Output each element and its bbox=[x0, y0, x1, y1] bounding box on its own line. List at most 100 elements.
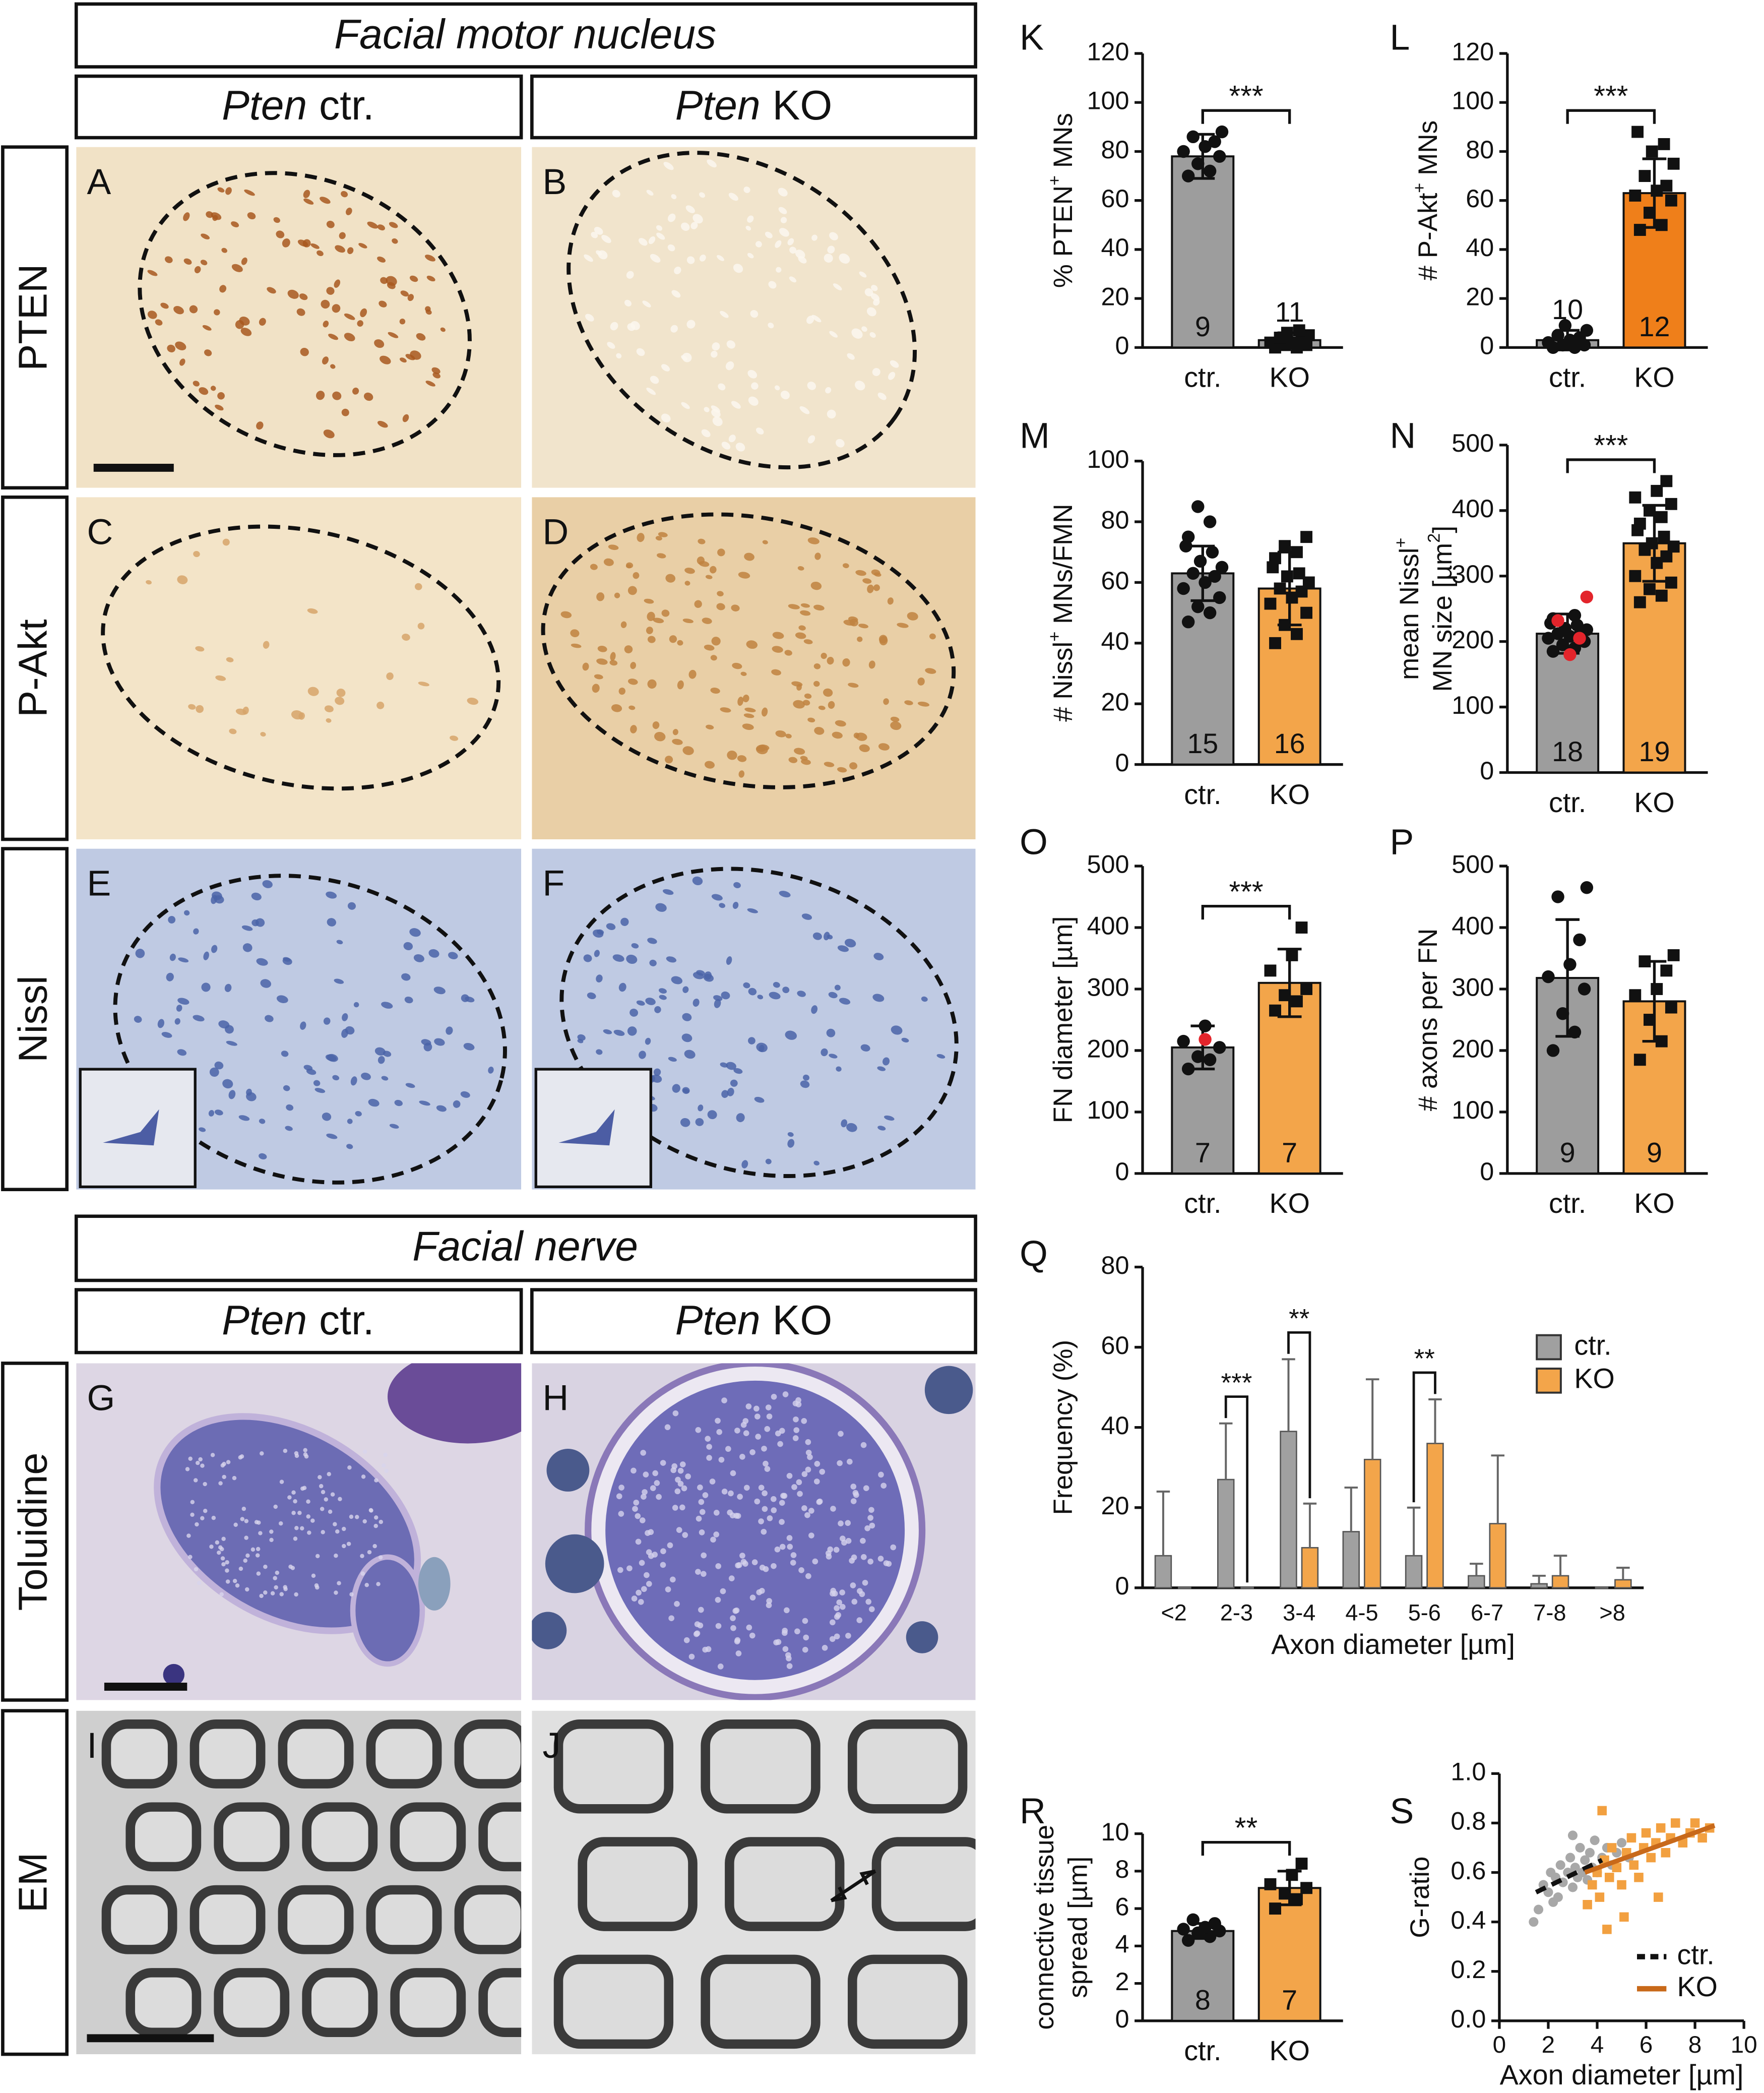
y-tick-label: 0 bbox=[1115, 331, 1129, 360]
myelinated-axon bbox=[214, 1802, 290, 1872]
axon bbox=[303, 1452, 308, 1457]
n-label: 9 bbox=[1195, 311, 1211, 342]
cell bbox=[235, 708, 247, 715]
data-point bbox=[1274, 582, 1286, 595]
cell bbox=[612, 954, 624, 962]
cell bbox=[762, 707, 768, 717]
axon bbox=[376, 1582, 381, 1586]
cell bbox=[228, 1090, 236, 1099]
cell bbox=[682, 352, 692, 362]
cell bbox=[463, 1042, 475, 1051]
cell bbox=[759, 1044, 765, 1052]
cell bbox=[681, 402, 690, 409]
cell bbox=[748, 396, 759, 406]
x-tick-label: 8 bbox=[1688, 2032, 1702, 2058]
micrograph bbox=[76, 1363, 522, 1700]
axon bbox=[734, 1638, 740, 1645]
axon bbox=[786, 1663, 793, 1669]
axon bbox=[243, 1558, 247, 1563]
cell bbox=[727, 750, 737, 760]
axon bbox=[730, 1625, 736, 1631]
cell bbox=[672, 1084, 680, 1093]
axon bbox=[644, 1572, 650, 1578]
cell bbox=[276, 230, 285, 238]
cell bbox=[888, 372, 896, 380]
axon bbox=[702, 1492, 709, 1498]
vessel bbox=[545, 1534, 604, 1593]
cell bbox=[324, 705, 334, 713]
cell bbox=[647, 636, 656, 643]
data-point bbox=[1181, 1934, 1195, 1947]
n-label: 7 bbox=[1195, 1137, 1211, 1168]
axon bbox=[834, 1605, 840, 1611]
label-part: Frequency (%) bbox=[1048, 1340, 1078, 1515]
inset bbox=[79, 1068, 197, 1189]
y-tick-label: 20 bbox=[1466, 282, 1494, 311]
cell bbox=[848, 683, 859, 688]
y-tick-label: 60 bbox=[1101, 566, 1129, 595]
cell bbox=[276, 995, 288, 1004]
axon bbox=[746, 1624, 752, 1631]
axon bbox=[256, 1547, 261, 1552]
cell bbox=[326, 220, 335, 228]
y-tick-label: 0.0 bbox=[1451, 2004, 1486, 2033]
label-part: 2 bbox=[1425, 533, 1444, 543]
axon bbox=[334, 1553, 338, 1558]
data-point bbox=[1607, 1843, 1617, 1853]
micrograph bbox=[532, 497, 976, 840]
axon bbox=[320, 1507, 325, 1511]
axon bbox=[850, 1484, 857, 1490]
cell bbox=[649, 959, 657, 966]
cell bbox=[609, 660, 618, 666]
bar bbox=[1342, 1531, 1360, 1589]
cell bbox=[332, 391, 342, 400]
row-label: P-Akt bbox=[11, 619, 55, 717]
axon bbox=[807, 1454, 813, 1460]
axon bbox=[263, 1590, 268, 1595]
significance-label: ** bbox=[1289, 1304, 1309, 1334]
x-tick-label: <2 bbox=[1161, 1600, 1186, 1626]
cell bbox=[719, 903, 726, 908]
vessel bbox=[924, 1366, 973, 1414]
data-point bbox=[1534, 1904, 1544, 1915]
axon bbox=[832, 1590, 838, 1597]
cell bbox=[434, 1038, 445, 1046]
cell bbox=[827, 656, 834, 665]
cell bbox=[732, 662, 742, 669]
cell bbox=[672, 729, 678, 735]
data-point bbox=[1279, 540, 1291, 552]
cell bbox=[606, 923, 616, 930]
axon bbox=[631, 1467, 637, 1474]
x-tick-label: 5-6 bbox=[1408, 1600, 1441, 1626]
y-tick-label: 0 bbox=[1480, 331, 1494, 360]
cell bbox=[335, 697, 345, 705]
label-part: + bbox=[1045, 632, 1064, 642]
cell bbox=[259, 1153, 267, 1160]
frame bbox=[74, 2, 977, 69]
cell bbox=[798, 625, 806, 631]
axon bbox=[635, 1538, 642, 1545]
cell bbox=[647, 938, 657, 944]
axon bbox=[786, 1655, 792, 1661]
cell bbox=[594, 950, 600, 957]
axon bbox=[232, 1579, 237, 1583]
y-axis-label: G-ratio bbox=[1405, 1857, 1435, 1938]
cell bbox=[367, 221, 379, 229]
axon bbox=[250, 1547, 256, 1552]
frame bbox=[1, 495, 69, 841]
cell bbox=[300, 347, 309, 356]
cell bbox=[347, 247, 354, 255]
cell bbox=[871, 285, 878, 291]
data-point bbox=[1655, 219, 1668, 231]
cell bbox=[157, 1019, 164, 1028]
axon bbox=[791, 1484, 797, 1490]
cell bbox=[757, 995, 764, 1000]
axon bbox=[650, 1485, 656, 1491]
axon bbox=[830, 1506, 836, 1512]
cell bbox=[821, 652, 827, 659]
myelinated-axon bbox=[302, 1802, 378, 1872]
data-point bbox=[1302, 329, 1315, 341]
significance-bracket bbox=[1412, 1371, 1436, 1503]
cell bbox=[936, 1054, 946, 1059]
data-point bbox=[1580, 623, 1594, 636]
